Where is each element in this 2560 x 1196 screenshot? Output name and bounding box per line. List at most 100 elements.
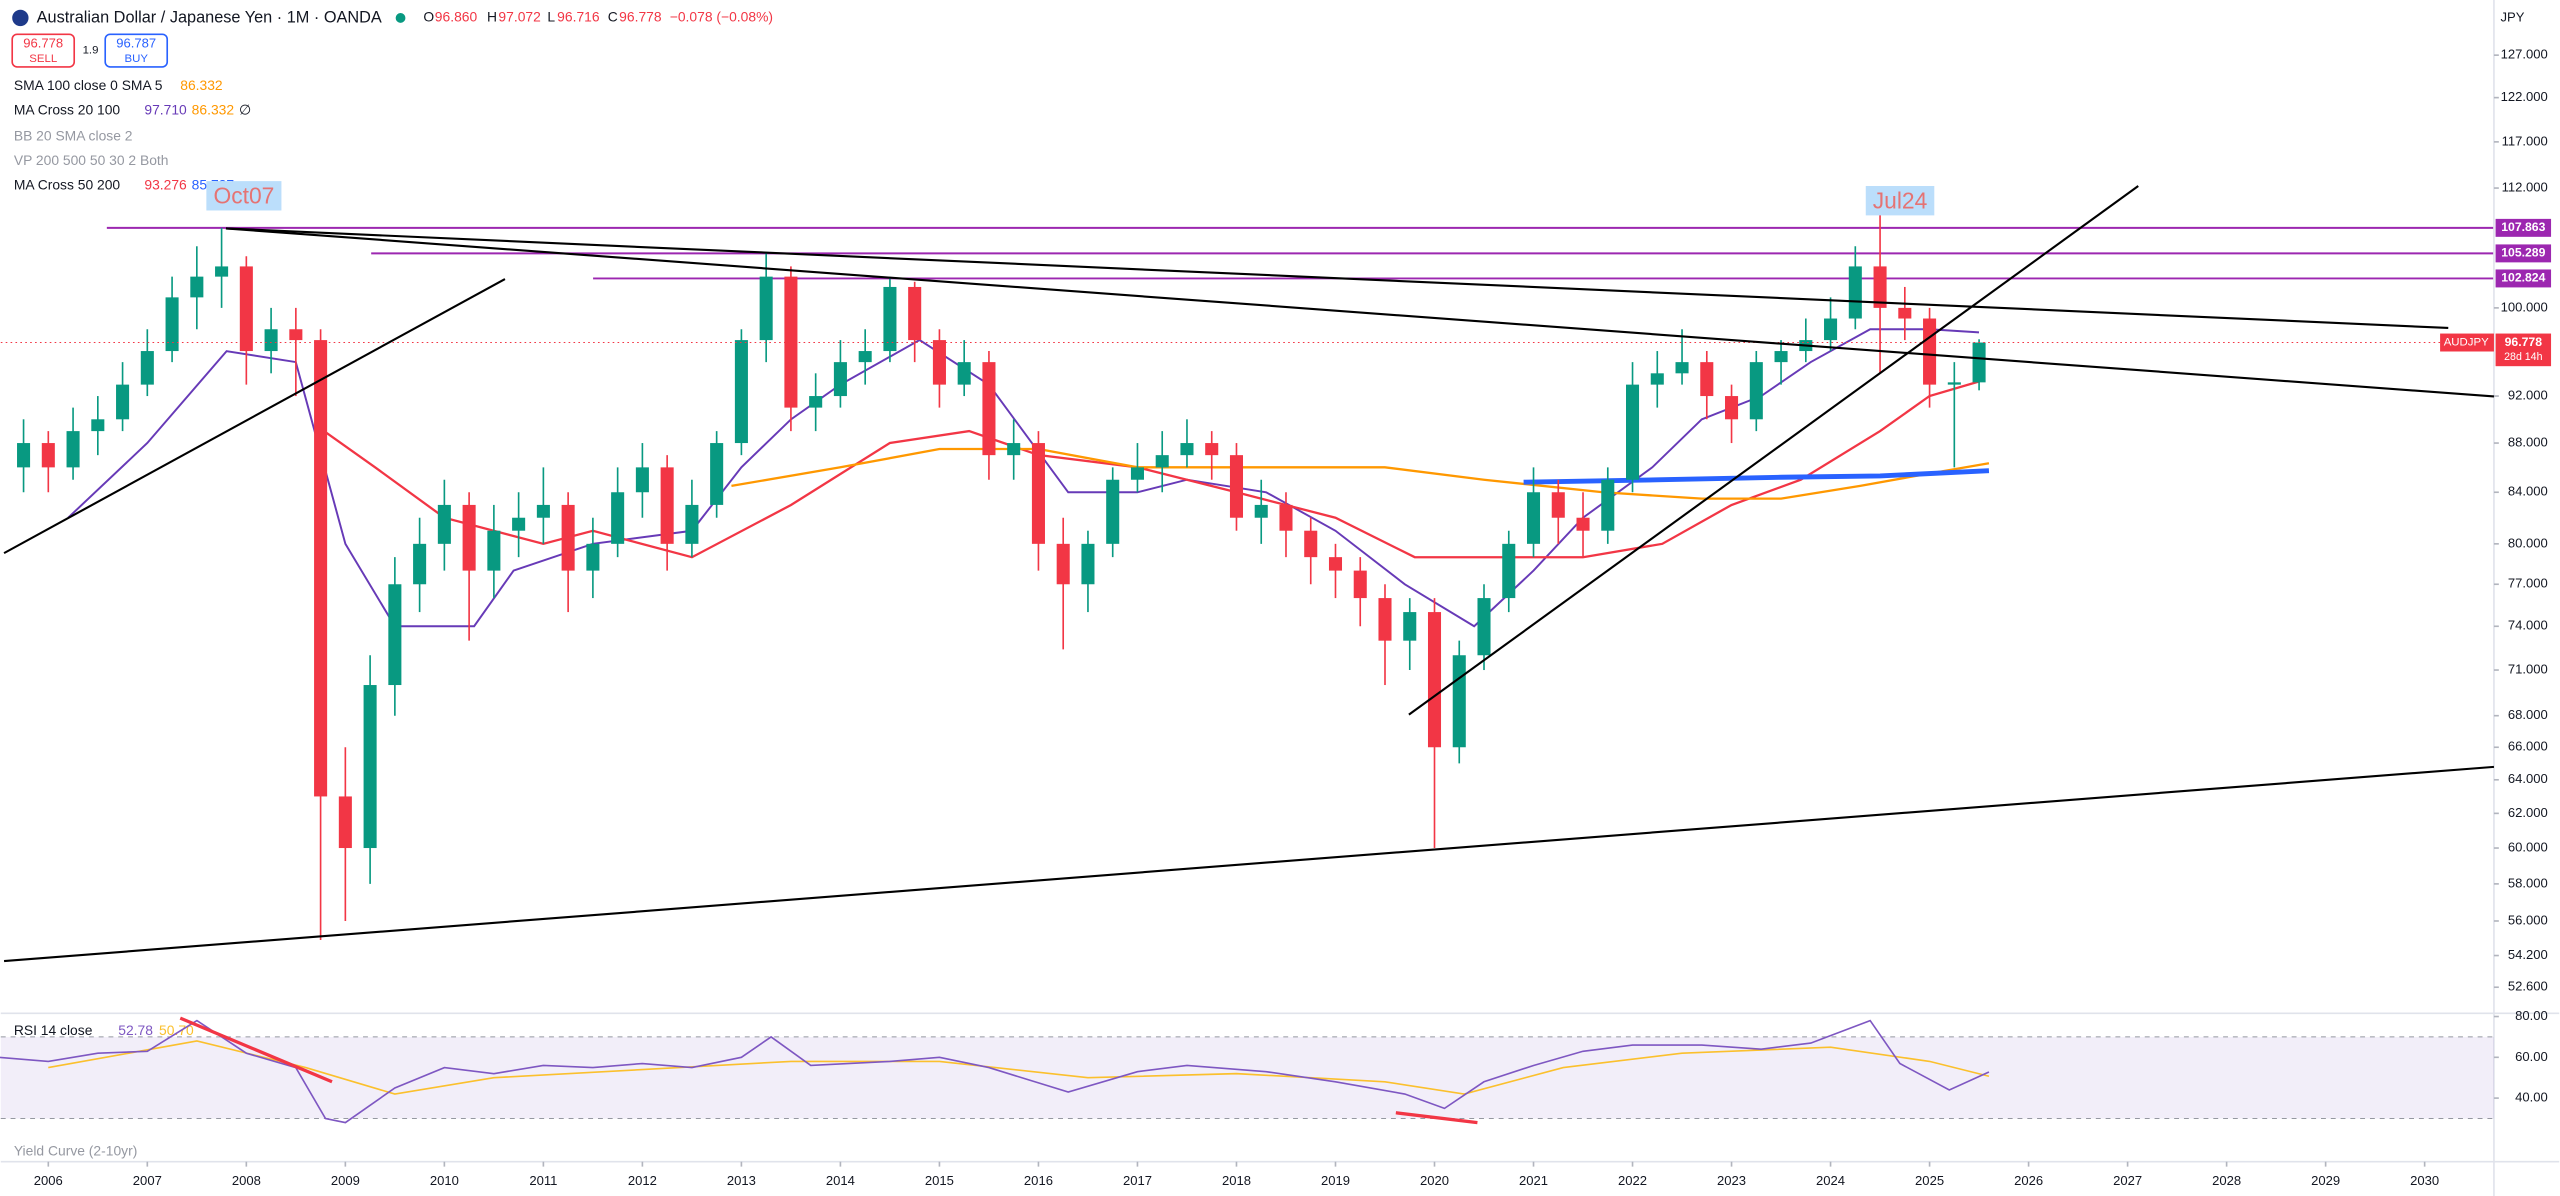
y-tick-label: 84.000 xyxy=(2508,484,2548,499)
indicator-value: 86.332 xyxy=(192,102,235,118)
ohlc-value: 96.860 xyxy=(435,9,478,25)
last-price-label: 96.778 xyxy=(2505,335,2543,349)
x-tick-label: 2020 xyxy=(1420,1173,1449,1188)
candle-body xyxy=(809,396,823,408)
candle-body xyxy=(91,419,105,432)
price-level-tag xyxy=(2495,269,2552,288)
candle-body xyxy=(338,796,352,849)
candle-body xyxy=(536,504,550,518)
indicator-value: 52.78 xyxy=(118,1022,153,1038)
candle-body xyxy=(1725,396,1739,420)
x-tick-label: 2029 xyxy=(2311,1173,2340,1188)
y-tick-label: 68.000 xyxy=(2508,707,2548,722)
rsi-tick-label: 80.00 xyxy=(2515,1008,2548,1023)
candle-body xyxy=(140,351,154,385)
indicator-name[interactable]: RSI 14 close xyxy=(14,1022,93,1038)
candle-body xyxy=(1353,570,1367,599)
candle-body xyxy=(1279,504,1293,531)
indicator-name[interactable]: BB 20 SMA close 2 xyxy=(14,128,133,144)
trendline xyxy=(1408,185,2139,716)
candle-body xyxy=(215,266,229,277)
candle-body xyxy=(932,340,946,385)
symbol-title[interactable]: Australian Dollar / Japanese Yen · 1M · … xyxy=(37,8,382,26)
candle-body xyxy=(586,543,600,571)
market-status xyxy=(395,13,406,23)
annotation: Jul24 xyxy=(1873,187,1928,213)
x-tick-label: 2030 xyxy=(2410,1173,2439,1188)
candle-body xyxy=(41,443,55,468)
y-tick-label: 122.000 xyxy=(2501,89,2548,104)
moving-average xyxy=(731,447,1990,500)
ohlc-change: −0.078 (−0.08%) xyxy=(670,9,773,25)
candle-body xyxy=(1254,504,1268,518)
y-tick-label: 60.000 xyxy=(2508,839,2548,854)
indicator-name[interactable]: MA Cross 50 200 xyxy=(14,177,121,193)
sell-button[interactable] xyxy=(11,33,76,68)
x-tick-label: 2006 xyxy=(34,1173,63,1188)
currency: JPY xyxy=(2500,9,2524,24)
candle-body xyxy=(66,431,80,468)
candle-body xyxy=(710,443,724,505)
spread: 1.9 xyxy=(83,45,99,57)
candle-body xyxy=(1700,362,1714,397)
trendline xyxy=(3,765,2495,963)
candle-body xyxy=(1774,351,1788,363)
x-tick-label: 2010 xyxy=(430,1173,459,1188)
y-tick-label: 117.000 xyxy=(2502,133,2548,148)
indicator-name[interactable]: SMA 100 close 0 SMA 5 xyxy=(14,77,163,93)
candle-body xyxy=(1427,612,1442,748)
x-tick-label: 2011 xyxy=(529,1173,557,1188)
annotation-box xyxy=(206,181,282,211)
candle-body xyxy=(611,492,625,544)
price-level-label: 107.863 xyxy=(2501,220,2545,234)
candle-body xyxy=(314,340,328,797)
candle-body xyxy=(1155,455,1169,468)
x-tick-label: 2018 xyxy=(1222,1173,1251,1188)
buy-button[interactable] xyxy=(104,33,169,68)
ohlc-value: 97.072 xyxy=(498,9,541,25)
trendlines xyxy=(3,185,2495,963)
indicator-value: 50.70 xyxy=(159,1022,194,1038)
candle-body xyxy=(363,685,377,849)
x-tick-label: 2009 xyxy=(331,1173,360,1188)
ohlc-label: O xyxy=(423,9,434,25)
divergence-line xyxy=(1395,1111,1478,1125)
price-pane xyxy=(0,212,2494,941)
candle-body xyxy=(883,286,897,352)
candle-body xyxy=(1947,382,1961,385)
annotation: Oct07 xyxy=(213,182,274,208)
moving-average xyxy=(1523,468,1990,485)
candle-body xyxy=(1749,362,1763,420)
candle-body xyxy=(759,276,773,341)
price-level-tag xyxy=(2495,218,2552,237)
price-level-label: 102.824 xyxy=(2501,271,2545,285)
candle-body xyxy=(289,329,303,341)
x-tick-label: 2008 xyxy=(232,1173,261,1188)
rsi-band xyxy=(0,1036,2494,1119)
indicator-name[interactable]: MA Cross 20 100 xyxy=(14,102,121,118)
y-tick-label: 52.600 xyxy=(2508,979,2548,994)
countdown-label: 28d 14h xyxy=(2504,351,2542,363)
price-level-label: 105.289 xyxy=(2501,246,2545,260)
candle-body xyxy=(908,286,922,341)
x-tick-label: 2024 xyxy=(1816,1173,1845,1188)
sell-label: SELL xyxy=(29,53,57,65)
y-tick-label: 127.000 xyxy=(2501,47,2548,62)
candle-body xyxy=(1576,517,1590,531)
last-price-tag xyxy=(2495,333,2552,367)
indicator-name[interactable]: VP 200 500 50 30 2 Both xyxy=(14,152,169,168)
candle-body xyxy=(190,276,204,298)
y-tick-label: 100.000 xyxy=(2501,299,2548,314)
candle-body xyxy=(1848,266,1862,319)
candle-body xyxy=(1898,307,1912,319)
x-tick-label: 2027 xyxy=(2113,1173,2142,1188)
indicator-name[interactable]: Yield Curve (2-10yr) xyxy=(14,1143,138,1159)
candle-body xyxy=(1626,384,1640,480)
y-tick-label: 66.000 xyxy=(2508,739,2548,754)
rsi-ma-line xyxy=(48,1040,1990,1095)
candle-body xyxy=(1675,362,1689,374)
candle-body xyxy=(239,266,253,352)
divergence-line xyxy=(179,1016,333,1084)
y-tick-label: 77.000 xyxy=(2508,576,2548,591)
